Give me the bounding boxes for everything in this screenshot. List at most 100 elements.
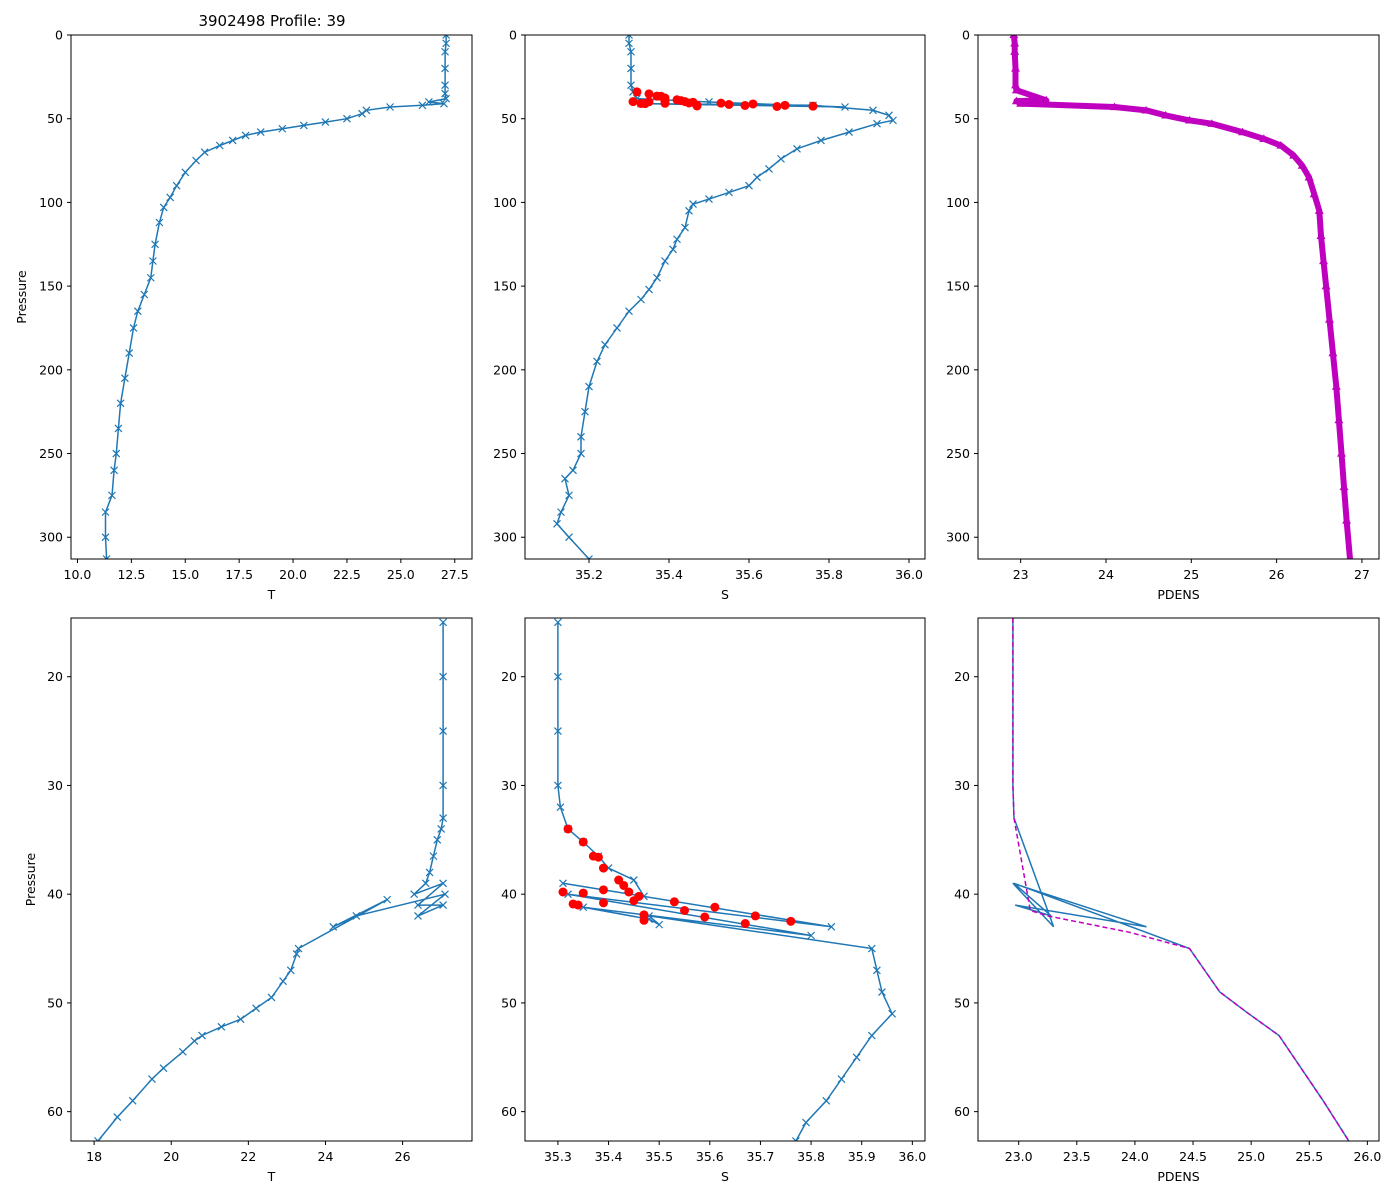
data-point-marker bbox=[386, 103, 394, 111]
data-point-marker bbox=[299, 121, 308, 130]
y-tick-label: 20 bbox=[954, 669, 970, 684]
data-point-marker bbox=[837, 1075, 846, 1083]
flagged-point bbox=[578, 837, 588, 847]
y-tick-label: 60 bbox=[47, 1104, 63, 1119]
flagged-point bbox=[639, 915, 649, 925]
flagged-point bbox=[558, 887, 568, 897]
plot-area bbox=[1009, 35, 1353, 559]
series-line-t bbox=[97, 622, 446, 1141]
x-tick-label: 25.0 bbox=[387, 567, 415, 582]
data-point-marker bbox=[885, 111, 893, 120]
data-point-marker bbox=[791, 1137, 800, 1141]
data-point-marker bbox=[872, 966, 881, 975]
y-tick-label: 300 bbox=[946, 530, 970, 545]
series-line-s bbox=[557, 622, 893, 1141]
data-point-marker bbox=[556, 803, 565, 812]
data-point-marker bbox=[101, 508, 110, 517]
data-point-marker bbox=[867, 1031, 876, 1040]
data-point-marker bbox=[414, 901, 422, 909]
data-point-marker bbox=[256, 128, 265, 137]
y-axis-label: Pressure bbox=[14, 270, 29, 324]
flagged-point bbox=[692, 101, 702, 111]
data-point-marker bbox=[228, 136, 237, 145]
data-point-marker bbox=[673, 235, 681, 244]
x-tick-label: 36.0 bbox=[898, 1149, 926, 1164]
y-axis-label: Pressure bbox=[23, 853, 38, 907]
x-tick-label: 25.0 bbox=[1237, 1149, 1265, 1164]
subplot-s-full: 35.2 35.4 35.6 35.8 36.0 0 50 100 150 200 250 300 S bbox=[493, 28, 926, 602]
y-tick-label: 60 bbox=[954, 1104, 970, 1119]
x-tick-label: 12.5 bbox=[117, 567, 145, 582]
x-tick-label: 35.4 bbox=[595, 1149, 623, 1164]
data-point-marker bbox=[181, 168, 190, 177]
x-tick-label: 22 bbox=[240, 1149, 256, 1164]
plot-area bbox=[553, 35, 897, 559]
flagged-point bbox=[660, 98, 670, 108]
subplot-t-zoom: 18 20 22 24 26 20 30 40 50 60 T Pressure bbox=[23, 617, 473, 1184]
data-point-marker bbox=[440, 99, 448, 108]
data-point-marker bbox=[557, 508, 565, 517]
y-tick-label: 250 bbox=[39, 446, 63, 461]
x-tick-label: 35.6 bbox=[735, 567, 763, 582]
data-point-marker bbox=[745, 181, 753, 190]
flagged-point bbox=[710, 902, 720, 912]
y-tick-label: 60 bbox=[501, 1104, 517, 1119]
axes-frame bbox=[524, 617, 926, 1142]
x-tick-label: 24.5 bbox=[1179, 1149, 1207, 1164]
y-tick-label: 100 bbox=[493, 195, 517, 210]
data-point-marker bbox=[113, 1113, 122, 1122]
subplot-pdens-full: 23 24 25 26 27 0 50 100 150 200 250 300 PDENS bbox=[946, 28, 1380, 602]
data-point-marker bbox=[433, 835, 442, 844]
data-point-marker bbox=[645, 285, 653, 294]
data-point-marker bbox=[585, 382, 593, 391]
data-point-marker bbox=[128, 1096, 137, 1105]
x-tick-label: 36.0 bbox=[895, 567, 923, 582]
data-point-marker bbox=[553, 727, 562, 736]
data-point-marker bbox=[441, 47, 449, 56]
data-point-marker bbox=[889, 116, 897, 125]
data-point-marker bbox=[410, 890, 419, 899]
y-tick-label: 50 bbox=[954, 111, 970, 126]
data-point-marker bbox=[559, 879, 567, 888]
data-point-marker bbox=[553, 672, 562, 681]
data-point-marker bbox=[442, 39, 451, 48]
axes-frame bbox=[524, 34, 926, 560]
data-point-marker bbox=[593, 357, 601, 366]
y-tick-label: 200 bbox=[946, 362, 970, 377]
data-point-marker bbox=[441, 64, 449, 73]
data-point-marker bbox=[215, 141, 224, 150]
data-point-marker bbox=[116, 399, 125, 408]
y-tick-label: 40 bbox=[501, 887, 517, 902]
data-point-marker bbox=[149, 257, 157, 265]
data-point-marker bbox=[418, 101, 427, 110]
x-tick-label: 35.6 bbox=[696, 1149, 724, 1164]
data-point-marker bbox=[807, 931, 816, 940]
x-tick-label: 35.5 bbox=[645, 1149, 673, 1164]
plot-area bbox=[101, 35, 451, 559]
flagged-point bbox=[669, 897, 679, 907]
flagged-point bbox=[716, 98, 726, 108]
data-point-marker bbox=[166, 193, 175, 202]
y-tick-label: 100 bbox=[946, 195, 970, 210]
data-point-marker bbox=[888, 1009, 897, 1018]
data-point-marker bbox=[661, 257, 669, 265]
data-point-marker bbox=[190, 1037, 199, 1045]
x-tick-label: 35.8 bbox=[815, 567, 843, 582]
data-point-marker bbox=[625, 39, 633, 48]
data-point-marker bbox=[252, 1004, 261, 1013]
data-point-marker bbox=[178, 1047, 187, 1056]
x-tick-label: 22.5 bbox=[333, 567, 361, 582]
data-point-marker bbox=[553, 618, 562, 627]
pdens-marker-trace bbox=[1010, 35, 1353, 559]
data-point-marker bbox=[441, 81, 449, 90]
data-point-marker bbox=[439, 814, 448, 822]
data-point-marker bbox=[133, 307, 142, 316]
y-tick-label: 0 bbox=[509, 28, 517, 43]
data-point-marker bbox=[159, 203, 168, 212]
data-point-marker bbox=[198, 1031, 207, 1040]
data-point-marker bbox=[343, 114, 351, 123]
axes-frame bbox=[977, 34, 1380, 560]
flagged-point bbox=[700, 912, 710, 922]
data-point-marker bbox=[439, 879, 448, 888]
